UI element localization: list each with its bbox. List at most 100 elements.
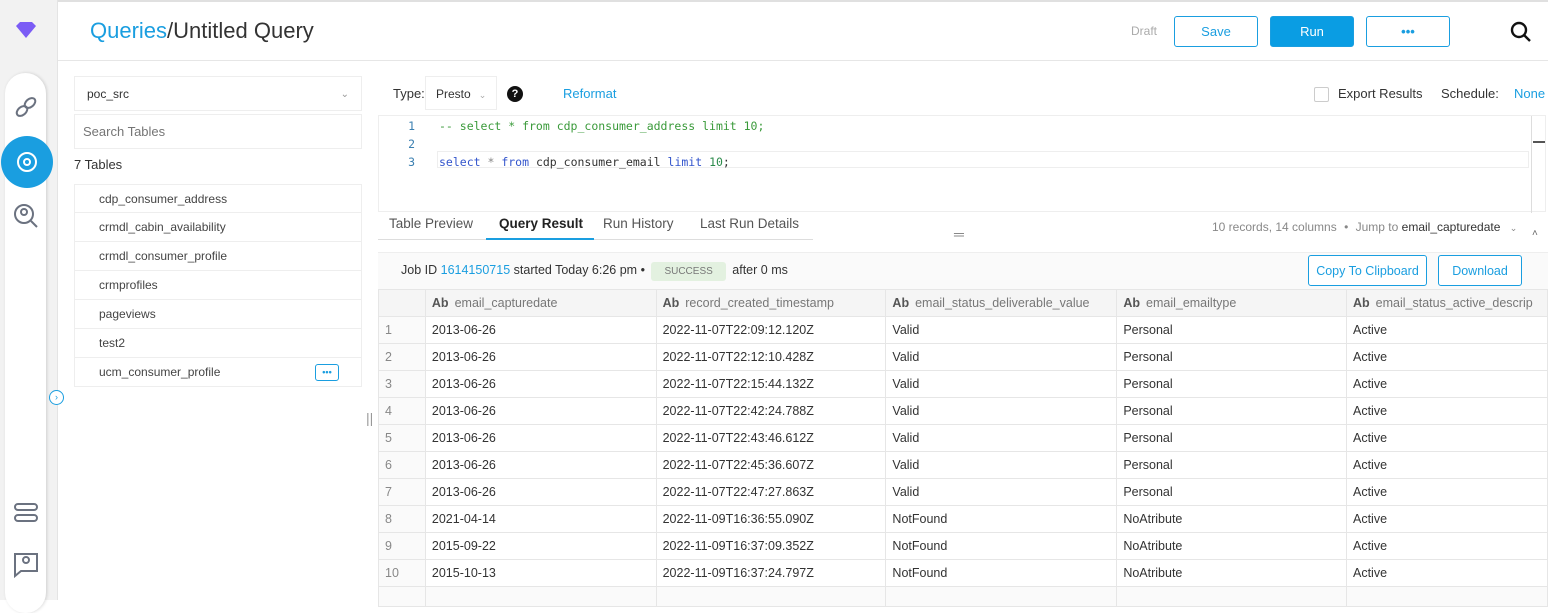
scroll-thumb[interactable]: [1533, 141, 1545, 143]
jump-select[interactable]: email_capturedate: [1401, 220, 1501, 234]
column-header[interactable]: Ab email_status_active_descrip: [1345, 289, 1548, 317]
code-token: limit: [667, 155, 703, 169]
table-row[interactable]: 8 2021-04-14 2022-11-09T16:36:55.090Z NotFo…: [378, 505, 1548, 533]
breadcrumb-queries[interactable]: Queries: [90, 18, 168, 43]
result-summary: 10 records, 14 columns: [1212, 220, 1337, 234]
code-token: from: [501, 155, 530, 169]
table-cell: Active: [1345, 397, 1548, 425]
user-search-icon[interactable]: [13, 203, 39, 232]
empty-cell: [1345, 586, 1548, 607]
copy-to-clipboard-button[interactable]: Copy To Clipboard: [1308, 255, 1427, 286]
tab-query-result[interactable]: Query Result: [499, 216, 584, 231]
type-value: Presto: [436, 87, 471, 101]
reformat-link[interactable]: Reformat: [563, 86, 617, 101]
table-list-item[interactable]: ucm_consumer_profile •••: [74, 358, 362, 387]
table-cell: 2013-06-26: [424, 370, 657, 398]
table-list-item[interactable]: crmprofiles: [74, 271, 362, 300]
help-icon[interactable]: ?: [507, 86, 523, 102]
sql-editor[interactable]: 1 -- select * from cdp_consumer_address l…: [378, 115, 1546, 213]
table-cell: Active: [1345, 559, 1548, 587]
search-tables-input[interactable]: [74, 114, 362, 149]
line-number: 1: [408, 119, 415, 133]
logo-icon: [14, 22, 38, 43]
column-name: email_status_active_descrip: [1375, 296, 1533, 310]
code-token: cdp_consumer_email: [529, 155, 668, 169]
schedule-value[interactable]: None: [1514, 86, 1546, 101]
tab-last-run-details[interactable]: Last Run Details: [700, 216, 800, 231]
top-bar: [58, 0, 1548, 61]
table-row[interactable]: 5 2013-06-26 2022-11-07T22:43:46.612Z Valid…: [378, 424, 1548, 452]
table-row[interactable]: 2 2013-06-26 2022-11-07T22:12:10.428Z Valid…: [378, 343, 1548, 371]
bullet: •: [1344, 220, 1349, 234]
chevron-down-icon[interactable]: ⌄: [1509, 223, 1518, 233]
code-token: ;: [722, 155, 730, 169]
string-type-icon: Ab: [662, 296, 680, 310]
breadcrumb: Queries/Untitled Query: [90, 18, 314, 44]
table-cell: 2022-11-09T16:36:55.090Z: [655, 505, 887, 533]
string-type-icon: Ab: [1123, 296, 1140, 310]
table-name: test2: [99, 336, 126, 350]
string-type-icon: Ab: [1352, 296, 1370, 310]
table-cell: Personal: [1116, 343, 1347, 371]
table-list-item[interactable]: cdp_consumer_address: [74, 184, 362, 213]
table-more-button[interactable]: •••: [315, 364, 339, 381]
save-button[interactable]: Save: [1174, 16, 1258, 47]
export-checkbox[interactable]: [1314, 87, 1329, 102]
column-header[interactable]: Ab email_emailtype: [1116, 289, 1347, 317]
search-icon[interactable]: [1510, 21, 1532, 46]
expand-sidebar-button[interactable]: ›: [49, 390, 64, 405]
table-row[interactable]: 3 2013-06-26 2022-11-07T22:15:44.132Z Valid…: [378, 370, 1548, 398]
editor-scrollbar[interactable]: [1531, 116, 1532, 213]
table-cell: 2013-06-26: [424, 451, 657, 479]
line-number: 3: [408, 155, 415, 169]
table-cell: 2015-09-22: [424, 532, 657, 560]
table-cell: 2015-10-13: [424, 559, 657, 587]
column-name: record_created_timestamp: [685, 296, 834, 310]
table-cell: 2022-11-07T22:09:12.120Z: [655, 316, 887, 344]
table-list-item[interactable]: pageviews: [74, 300, 362, 329]
table-row[interactable]: 6 2013-06-26 2022-11-07T22:45:36.607Z Valid…: [378, 451, 1548, 479]
draft-status: Draft: [1131, 24, 1158, 38]
collapse-icon[interactable]: ˄: [1532, 228, 1538, 239]
table-cell: Valid: [885, 451, 1118, 479]
results-table: Ab email_capturedate Ab record_created_time…: [378, 289, 1548, 607]
table-cell: Valid: [885, 424, 1118, 452]
row-number: 10: [378, 559, 426, 587]
table-name: crmprofiles: [99, 278, 158, 292]
tab-table-preview[interactable]: Table Preview: [389, 216, 474, 231]
resize-handle[interactable]: ||: [366, 410, 374, 426]
column-header[interactable]: Ab email_status_deliverable_value: [885, 289, 1118, 317]
table-row[interactable]: 1 2013-06-26 2022-11-07T22:09:12.120Z Valid…: [378, 316, 1548, 344]
run-button[interactable]: Run: [1270, 16, 1354, 47]
contact-icon[interactable]: [13, 552, 39, 581]
drag-handle-icon[interactable]: ═: [954, 226, 964, 242]
row-number: 2: [378, 343, 426, 371]
table-cell: Active: [1345, 316, 1548, 344]
job-id-link[interactable]: 1614150715: [440, 263, 511, 277]
result-meta: 10 records, 14 columns • Jump to email_c…: [1212, 220, 1517, 234]
link-icon[interactable]: [13, 94, 39, 123]
table-list-item[interactable]: crmdl_cabin_availability: [74, 213, 362, 242]
column-header[interactable]: Ab email_capturedate: [424, 289, 657, 317]
column-header[interactable]: Ab record_created_timestamp: [655, 289, 887, 317]
row-number: 7: [378, 478, 426, 506]
table-row[interactable]: 4 2013-06-26 2022-11-07T22:42:24.788Z Valid…: [378, 397, 1548, 425]
more-button[interactable]: •••: [1366, 16, 1450, 47]
toggles-icon[interactable]: [13, 500, 39, 529]
tab-divider: [378, 239, 813, 240]
table-list-item[interactable]: test2: [74, 329, 362, 358]
query-nav-button[interactable]: [1, 136, 53, 188]
empty-cell: [1116, 586, 1347, 607]
table-cell: Valid: [885, 370, 1118, 398]
table-row[interactable]: 10 2015-10-13 2022-11-09T16:37:24.797Z NotF…: [378, 559, 1548, 587]
table-row[interactable]: 9 2015-09-22 2022-11-09T16:37:09.352Z NotFo…: [378, 532, 1548, 560]
table-cell: Personal: [1116, 397, 1347, 425]
type-select[interactable]: Presto ⌄: [425, 76, 497, 110]
table-row[interactable]: 7 2013-06-26 2022-11-07T22:47:27.863Z Valid…: [378, 478, 1548, 506]
code-token: select: [439, 155, 481, 169]
table-list-item[interactable]: crmdl_consumer_profile: [74, 242, 362, 271]
database-select[interactable]: poc_src ⌄: [74, 76, 362, 111]
download-button[interactable]: Download: [1438, 255, 1522, 286]
tab-run-history[interactable]: Run History: [603, 216, 674, 231]
table-cell: Active: [1345, 532, 1548, 560]
